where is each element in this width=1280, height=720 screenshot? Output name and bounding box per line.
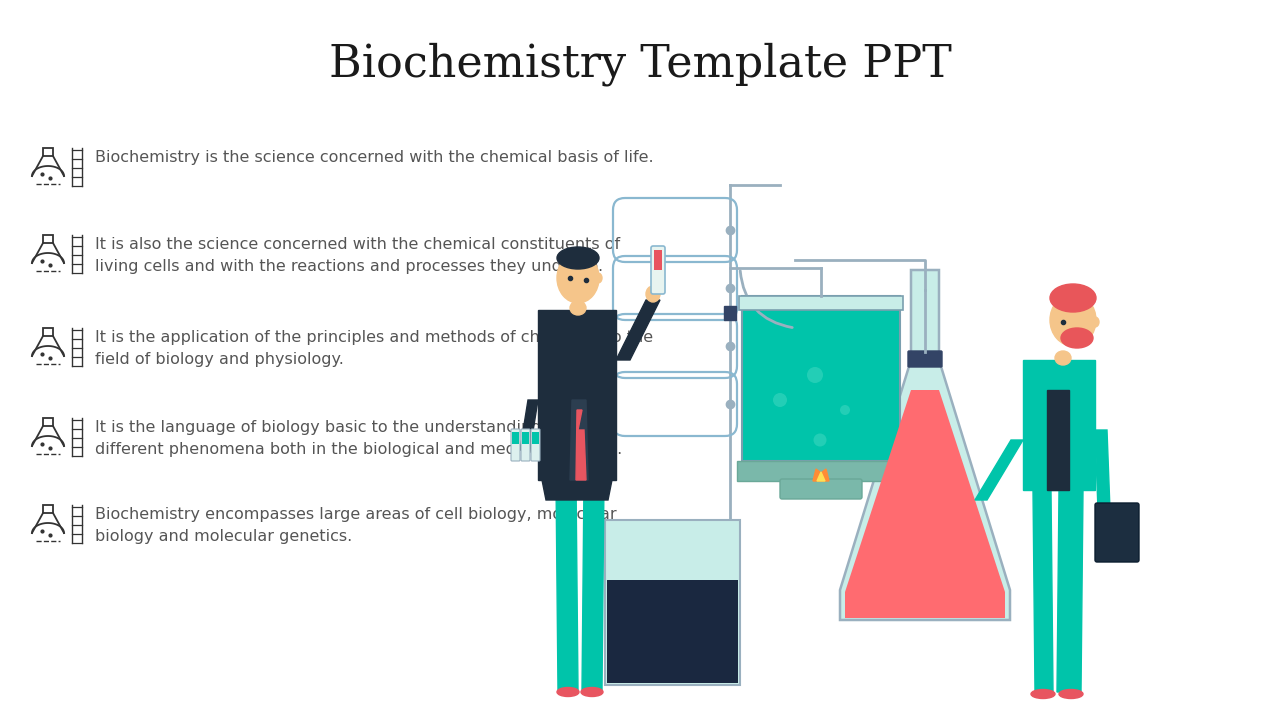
Ellipse shape xyxy=(1059,690,1083,698)
Ellipse shape xyxy=(557,688,579,696)
FancyBboxPatch shape xyxy=(780,479,861,499)
FancyBboxPatch shape xyxy=(654,250,662,270)
FancyBboxPatch shape xyxy=(739,296,902,310)
Polygon shape xyxy=(520,400,538,450)
Polygon shape xyxy=(1094,430,1110,510)
FancyBboxPatch shape xyxy=(742,296,900,461)
Ellipse shape xyxy=(557,247,599,269)
Ellipse shape xyxy=(570,301,586,315)
Ellipse shape xyxy=(646,286,660,302)
Ellipse shape xyxy=(1030,690,1055,698)
Ellipse shape xyxy=(840,405,850,415)
Text: Biochemistry is the science concerned with the chemical basis of life.: Biochemistry is the science concerned wi… xyxy=(95,150,654,165)
FancyBboxPatch shape xyxy=(521,429,530,461)
FancyBboxPatch shape xyxy=(532,432,539,444)
FancyBboxPatch shape xyxy=(512,432,518,444)
Polygon shape xyxy=(582,480,604,690)
Ellipse shape xyxy=(581,688,603,696)
Polygon shape xyxy=(538,310,616,480)
Polygon shape xyxy=(817,472,826,481)
FancyBboxPatch shape xyxy=(511,429,520,461)
Ellipse shape xyxy=(594,273,602,283)
Polygon shape xyxy=(541,480,612,500)
Text: It is also the science concerned with the chemical constituents of
living cells : It is also the science concerned with th… xyxy=(95,237,620,274)
Polygon shape xyxy=(576,410,586,480)
Text: It is the language of biology basic to the understanding of the
different phenom: It is the language of biology basic to t… xyxy=(95,420,622,457)
FancyBboxPatch shape xyxy=(605,520,740,685)
Ellipse shape xyxy=(773,393,787,407)
Text: Biochemistry encompasses large areas of cell biology, molecular
biology and mole: Biochemistry encompasses large areas of … xyxy=(95,507,617,544)
Text: Biochemistry Template PPT: Biochemistry Template PPT xyxy=(329,42,951,86)
Text: It is the application of the principles and methods of chemistry to the
field of: It is the application of the principles … xyxy=(95,330,653,367)
Polygon shape xyxy=(840,270,1010,620)
FancyBboxPatch shape xyxy=(531,429,540,461)
Ellipse shape xyxy=(806,367,823,383)
Polygon shape xyxy=(616,300,660,360)
Ellipse shape xyxy=(1091,317,1100,327)
Ellipse shape xyxy=(814,433,827,446)
FancyBboxPatch shape xyxy=(1094,503,1139,562)
Ellipse shape xyxy=(1055,351,1071,365)
Ellipse shape xyxy=(1050,294,1096,346)
Polygon shape xyxy=(845,390,1005,618)
FancyBboxPatch shape xyxy=(652,246,666,294)
Polygon shape xyxy=(975,440,1023,500)
FancyBboxPatch shape xyxy=(724,306,736,320)
Polygon shape xyxy=(556,480,579,690)
FancyBboxPatch shape xyxy=(522,432,529,444)
FancyBboxPatch shape xyxy=(607,580,739,683)
Polygon shape xyxy=(1047,390,1069,490)
Polygon shape xyxy=(813,469,829,481)
Ellipse shape xyxy=(1061,328,1093,348)
FancyBboxPatch shape xyxy=(737,461,905,481)
Ellipse shape xyxy=(1050,284,1096,312)
Polygon shape xyxy=(570,400,588,480)
FancyBboxPatch shape xyxy=(908,351,942,367)
Polygon shape xyxy=(1023,360,1094,490)
Polygon shape xyxy=(1033,490,1053,692)
Polygon shape xyxy=(1057,490,1083,692)
Ellipse shape xyxy=(557,253,599,303)
